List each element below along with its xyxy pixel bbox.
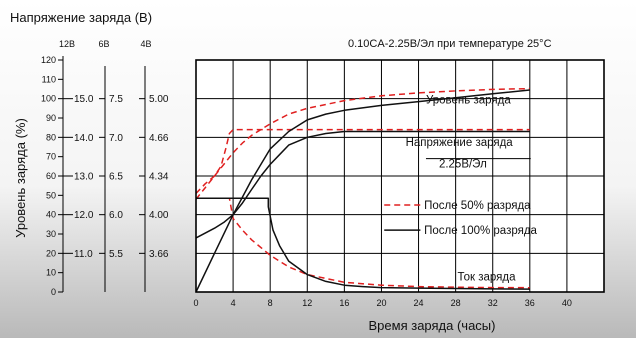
x-tick-label: 24 xyxy=(414,298,424,308)
curve-annotation: Ток заряда xyxy=(457,271,516,283)
x-tick-label: 8 xyxy=(268,298,273,308)
y-tick-label: 100 xyxy=(41,94,56,104)
voltage-tick-label: 7.5 xyxy=(109,94,123,105)
x-tick-label: 0 xyxy=(193,298,198,308)
x-tick-label: 36 xyxy=(525,298,535,308)
curve-annotation: 2.25В/Эл xyxy=(439,158,487,170)
legend: После 50% разряда После 100% разряда xyxy=(384,200,538,237)
voltage-tick-label: 3.66 xyxy=(149,249,169,260)
y-tick-label: 20 xyxy=(46,248,56,258)
voltage-tick-label: 4.34 xyxy=(149,172,169,183)
y-axis-label: Уровень заряда (%) xyxy=(13,118,28,238)
x-tick-label: 28 xyxy=(451,298,461,308)
series-line-after-100-4 xyxy=(195,130,530,239)
voltage-tick-label: 5.5 xyxy=(109,249,123,260)
x-tick-label: 32 xyxy=(488,298,498,308)
legend-label: После 100% разряда xyxy=(424,225,537,237)
voltage-tick-label: 14.0 xyxy=(74,133,94,144)
curve-annotation: Напряжение заряда xyxy=(406,137,514,149)
y-tick-label: 80 xyxy=(46,132,56,142)
x-tick-label: 12 xyxy=(302,298,312,308)
y-axis: 0 10 20 30 40 50 60 70 80 90 100 110 120 xyxy=(41,55,64,297)
series-line-after-100-5 xyxy=(196,197,530,290)
y-tick-label: 70 xyxy=(46,152,56,162)
chart-title: Напряжение заряда (В) xyxy=(10,10,152,25)
series-line-after-50-0 xyxy=(195,87,530,200)
voltage-tick-label: 15.0 xyxy=(74,94,94,105)
x-tick-label: 4 xyxy=(231,298,236,308)
y-tick-label: 120 xyxy=(41,55,56,65)
y-tick-label: 60 xyxy=(46,171,56,181)
y-tick-label: 90 xyxy=(46,113,56,123)
x-tick-label: 20 xyxy=(376,298,386,308)
curve-annotation: Уровень заряда xyxy=(426,95,511,107)
y-tick-label: 0 xyxy=(51,287,56,297)
plot-area: Уровень заряда Напряжение заряда 2.25В/Эл Т… xyxy=(195,59,605,293)
annotations: Уровень заряда Напряжение заряда 2.25В/Эл Т… xyxy=(406,95,531,283)
y-tick-label: 50 xyxy=(46,190,56,200)
plot-frame xyxy=(195,59,605,293)
voltage-tick-label: 5.00 xyxy=(149,94,169,105)
y-tick-label: 110 xyxy=(42,74,56,84)
x-axis-label: Время заряда (часы) xyxy=(369,318,496,333)
x-tick-label: 16 xyxy=(339,298,349,308)
series-line-after-50-1 xyxy=(195,128,530,194)
voltage-scale-header: 12В xyxy=(59,39,75,49)
series-lines xyxy=(195,87,530,293)
x-axis: 0 4 8 12 16 20 24 28 32 36 40 xyxy=(193,298,571,308)
voltage-tick-label: 12.0 xyxy=(74,210,94,221)
voltage-tick-label: 13.0 xyxy=(74,172,94,183)
series-line-after-100-3 xyxy=(195,89,530,293)
y-tick-label: 30 xyxy=(46,229,56,239)
voltage-tick-label: 7.0 xyxy=(109,133,123,144)
voltage-tick-label: 6.0 xyxy=(109,210,123,221)
voltage-tick-label: 6.5 xyxy=(109,172,123,183)
voltage-tick-label: 11.0 xyxy=(74,249,93,260)
voltage-scale-header: 6В xyxy=(98,39,109,49)
x-tick-label: 40 xyxy=(562,298,572,308)
voltage-scale-header: 4В xyxy=(140,39,151,49)
chart-condition: 0.10CA-2.25В/Эл при температуре 25°С xyxy=(348,38,552,50)
legend-label: После 50% разряда xyxy=(424,200,531,212)
voltage-tick-label: 4.66 xyxy=(149,133,169,144)
y-tick-label: 40 xyxy=(46,210,56,220)
y-tick-label: 10 xyxy=(46,268,56,278)
grid xyxy=(196,60,604,292)
voltage-scales: 12В 11.0 12.0 13.0 14.0 15.0 6В 5.5 6.0 6.5 7.0 7.5… xyxy=(59,39,169,292)
voltage-tick-label: 4.00 xyxy=(149,210,169,221)
